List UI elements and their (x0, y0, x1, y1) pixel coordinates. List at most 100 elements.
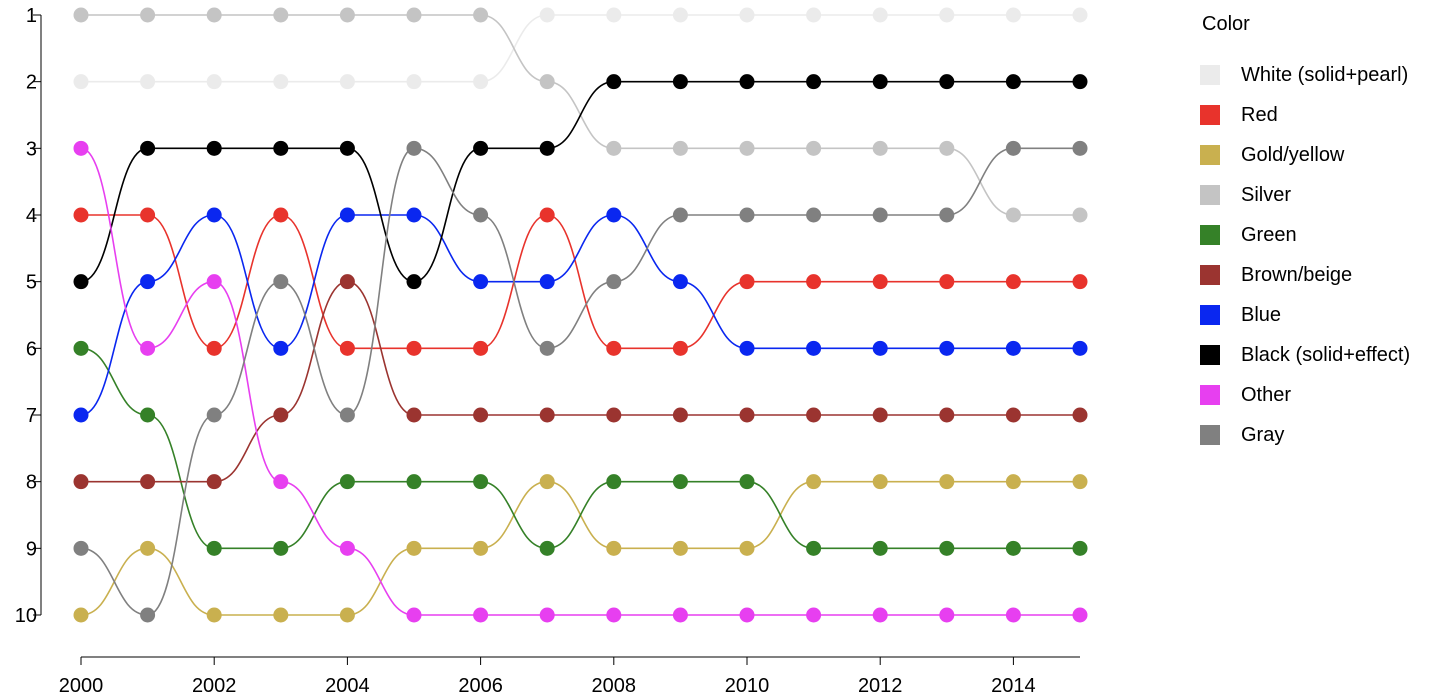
legend-swatch (1200, 345, 1220, 365)
data-point (606, 540, 622, 556)
data-point (1005, 74, 1021, 90)
data-point (1005, 140, 1021, 156)
data-point (406, 474, 422, 490)
legend-label: Brown/beige (1241, 264, 1353, 286)
data-point (140, 274, 156, 290)
legend: Color White (solid+pearl) Red Gold/yellow S… (1200, 10, 1440, 455)
data-point (273, 274, 289, 290)
data-point (406, 540, 422, 556)
data-point (939, 540, 955, 556)
data-point (539, 407, 555, 423)
data-point (473, 474, 489, 490)
y-tick-label: 4 (26, 205, 37, 227)
data-point (339, 7, 355, 23)
data-point (406, 274, 422, 290)
data-point (1072, 140, 1088, 156)
legend-item: Silver (1200, 175, 1440, 215)
x-tick-label: 2004 (325, 675, 370, 696)
data-point (606, 207, 622, 223)
data-point (206, 340, 222, 356)
data-point (606, 340, 622, 356)
data-point (473, 74, 489, 90)
legend-item: Other (1200, 375, 1440, 415)
data-point (539, 607, 555, 623)
data-point (672, 74, 688, 90)
data-point (806, 7, 822, 23)
data-point (739, 474, 755, 490)
data-point (273, 407, 289, 423)
data-point (872, 7, 888, 23)
x-axis: 2000 2002 2004 2006 2008 2010 2012 2014 (59, 656, 1080, 696)
data-point (672, 540, 688, 556)
y-tick-label: 7 (26, 405, 37, 427)
x-tick-label: 2006 (458, 675, 503, 696)
data-point (1072, 474, 1088, 490)
legend-swatch (1200, 385, 1220, 405)
data-point (806, 607, 822, 623)
data-point (1072, 7, 1088, 23)
data-point (206, 140, 222, 156)
legend-item: Brown/beige (1200, 255, 1440, 295)
legend-label: Black (solid+effect) (1241, 344, 1411, 366)
data-point (872, 474, 888, 490)
data-point (406, 207, 422, 223)
y-tick-label: 8 (26, 472, 37, 494)
data-point (73, 74, 89, 90)
data-point (606, 607, 622, 623)
data-point (872, 607, 888, 623)
data-point (73, 274, 89, 290)
data-point (606, 140, 622, 156)
data-point (739, 207, 755, 223)
data-point (140, 74, 156, 90)
data-point (872, 540, 888, 556)
data-point (939, 607, 955, 623)
legend-label: Other (1241, 384, 1292, 406)
data-point (739, 74, 755, 90)
legend-swatch (1200, 145, 1220, 165)
y-tick-label: 1 (26, 5, 37, 27)
legend-item: Green (1200, 215, 1440, 255)
data-point (273, 74, 289, 90)
data-point (1072, 74, 1088, 90)
data-point (939, 207, 955, 223)
data-point (73, 474, 89, 490)
data-point (140, 407, 156, 423)
y-tick-label: 10 (15, 605, 37, 627)
data-point (872, 407, 888, 423)
legend-swatch (1200, 265, 1220, 285)
data-point (206, 207, 222, 223)
data-point (73, 407, 89, 423)
data-point (1005, 607, 1021, 623)
data-point (806, 407, 822, 423)
legend-label: Red (1241, 104, 1278, 126)
data-point (140, 7, 156, 23)
y-tick-label: 3 (26, 138, 37, 160)
data-point (73, 207, 89, 223)
data-point (1005, 540, 1021, 556)
data-point (273, 340, 289, 356)
legend-label: Green (1241, 224, 1297, 246)
data-point (206, 607, 222, 623)
data-point (872, 274, 888, 290)
data-point (806, 140, 822, 156)
series-line (80, 147, 1080, 616)
legend-swatch (1200, 425, 1220, 445)
data-point (140, 607, 156, 623)
legend-item: Black (solid+effect) (1200, 335, 1440, 375)
data-point (672, 474, 688, 490)
data-point (539, 140, 555, 156)
legend-item: White (solid+pearl) (1200, 55, 1440, 95)
data-point (140, 340, 156, 356)
data-point (473, 407, 489, 423)
data-point (672, 7, 688, 23)
data-point (473, 7, 489, 23)
legend-title: Color (1202, 13, 1250, 35)
data-point (1005, 7, 1021, 23)
legend-item: Blue (1200, 295, 1440, 335)
data-point (672, 140, 688, 156)
data-point (73, 7, 89, 23)
data-point (339, 407, 355, 423)
data-point (739, 540, 755, 556)
data-point (140, 207, 156, 223)
series-points (73, 7, 1088, 623)
